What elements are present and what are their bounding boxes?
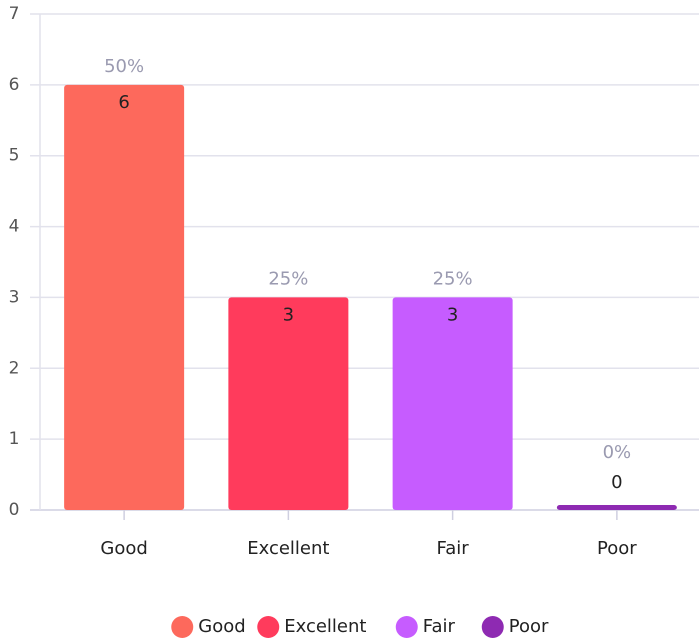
percent-label: 25% <box>268 268 308 289</box>
value-label: 6 <box>118 92 129 113</box>
y-tick-label: 3 <box>9 287 20 307</box>
legend-label: Excellent <box>284 616 366 637</box>
value-label: 3 <box>283 304 294 325</box>
value-label: 3 <box>447 304 458 325</box>
x-tick-label: Poor <box>597 538 637 559</box>
y-tick-label: 5 <box>9 146 20 166</box>
y-tick-label: 6 <box>9 75 20 95</box>
x-tick-label: Good <box>100 538 147 559</box>
y-tick-label: 1 <box>9 429 20 449</box>
bar <box>64 84 185 510</box>
y-tick-label: 2 <box>9 358 20 378</box>
legend-swatch <box>395 616 418 638</box>
y-tick-label: 7 <box>9 4 20 24</box>
bar <box>228 297 349 510</box>
legend-label: Good <box>198 616 245 637</box>
y-tick-label: 0 <box>9 500 20 520</box>
legend-swatch <box>171 616 194 638</box>
bar <box>556 505 677 510</box>
legend-label: Fair <box>423 616 456 637</box>
percent-label: 50% <box>104 56 144 77</box>
bar <box>392 297 513 510</box>
x-tick-label: Excellent <box>247 538 329 559</box>
percent-label: 25% <box>433 268 473 289</box>
y-tick-label: 4 <box>9 217 20 237</box>
percent-label: 0% <box>603 442 632 463</box>
value-label: 0 <box>611 472 622 493</box>
legend-label: Poor <box>509 616 549 637</box>
x-tick-label: Fair <box>437 538 470 559</box>
legend-swatch <box>257 616 280 638</box>
legend-swatch <box>481 616 504 638</box>
